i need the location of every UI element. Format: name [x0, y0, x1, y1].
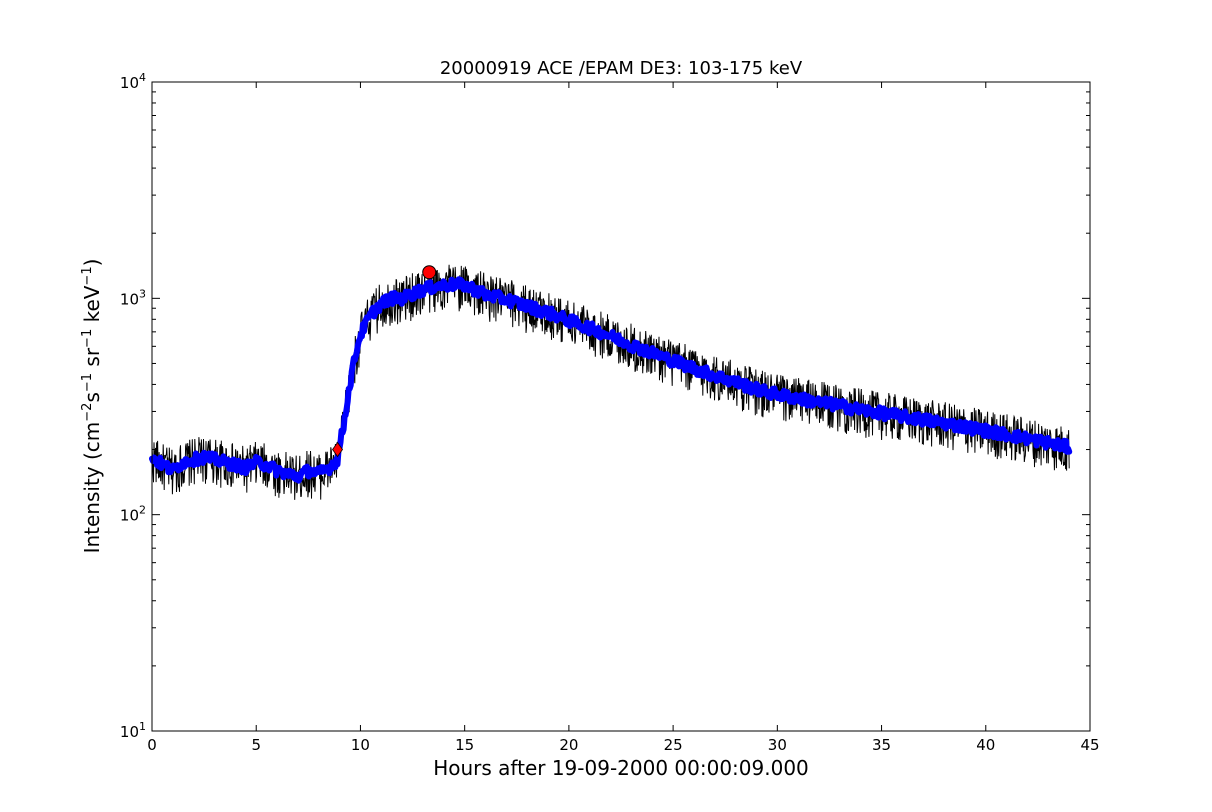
x-tick-label: 10 — [351, 736, 370, 754]
y-tick-label: 101 — [120, 720, 146, 741]
x-tick-label: 45 — [1080, 736, 1099, 754]
x-axis-label: Hours after 19-09-2000 00:00:09.000 — [433, 756, 809, 780]
x-tick-label: 30 — [768, 736, 787, 754]
chart-title: 20000919 ACE /EPAM DE3: 103-175 keV — [440, 58, 803, 79]
x-tick-label: 25 — [664, 736, 683, 754]
event-markers — [332, 265, 437, 458]
x-tick-label: 20 — [559, 736, 578, 754]
y-tick-label: 103 — [120, 287, 146, 308]
x-tick-label: 35 — [872, 736, 891, 754]
onset-marker — [332, 441, 344, 458]
x-tick-label: 5 — [251, 736, 261, 754]
x-tick-label: 0 — [147, 736, 157, 754]
peak-marker — [422, 265, 437, 280]
y-tick-label: 104 — [120, 71, 146, 92]
smoothed-intensity-line — [149, 276, 1073, 484]
raw-intensity-line — [151, 264, 1070, 500]
x-tick-label: 15 — [455, 736, 474, 754]
y-axis-label: Intensity (cm−2s−1 sr−1 keV−1) — [80, 259, 104, 554]
plot-series — [149, 264, 1073, 500]
y-tick-label: 102 — [120, 504, 146, 525]
axes-ticks: 0 5 10 15 20 25 30 35 40 45 101 102 103 104 — [120, 71, 1100, 754]
x-tick-label: 40 — [976, 736, 995, 754]
plot-frame — [151, 81, 1091, 732]
